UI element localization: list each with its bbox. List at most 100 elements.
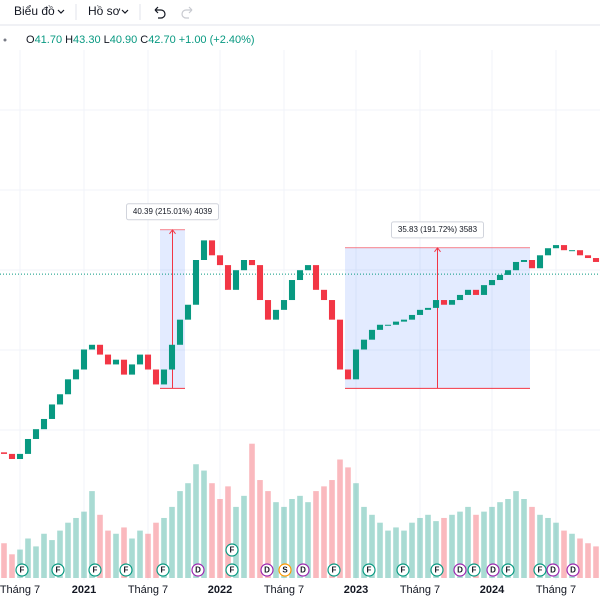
volume-bar	[553, 522, 559, 578]
candle-body	[312, 265, 320, 290]
redo-button[interactable]	[181, 6, 193, 19]
event-label: D	[570, 566, 576, 575]
candle-body	[272, 309, 280, 320]
undo-button[interactable]	[154, 6, 166, 19]
volume-bar	[497, 502, 503, 578]
volume-bar	[449, 514, 455, 578]
candle-body	[264, 300, 272, 320]
event-label: F	[367, 566, 372, 575]
volume-bar	[313, 491, 319, 578]
volume-bar	[329, 480, 335, 578]
volume-bar	[57, 530, 63, 578]
event-label: D	[195, 566, 201, 575]
candle-body	[216, 255, 224, 266]
candle-body	[344, 369, 352, 380]
volume-bar	[353, 483, 359, 578]
event-label: F	[506, 566, 511, 575]
volume-bar	[457, 511, 463, 578]
volume-bar	[33, 546, 39, 578]
volume-bar	[65, 522, 71, 578]
volume-bar	[337, 459, 343, 578]
candle-body	[232, 270, 240, 290]
candle-body	[304, 265, 312, 271]
candle-body	[40, 418, 48, 430]
candle-body	[112, 359, 120, 365]
volume-bar	[153, 522, 159, 578]
ohlc-change: +1.00 (+2.40%)	[179, 34, 255, 46]
candle-body	[528, 260, 536, 269]
event-marker	[15, 563, 29, 577]
ohlc-key: O	[26, 34, 35, 46]
volume-bar	[409, 522, 415, 578]
candle-body	[376, 324, 384, 330]
ohlc-header: O41.70 H43.30 L40.90 C42.70 +1.00 (+2.40%)	[26, 34, 255, 46]
candle-body	[80, 349, 88, 370]
candle-body	[424, 307, 432, 310]
volume-bar	[129, 538, 135, 578]
ohlc-key: H	[65, 34, 73, 46]
candle-body	[120, 359, 128, 375]
candle-body	[480, 285, 488, 295]
candle-body	[168, 344, 176, 370]
event-label: D	[490, 566, 496, 575]
candle-body	[160, 369, 168, 385]
volume-bar	[305, 502, 311, 578]
candle-body	[496, 274, 504, 281]
measure-label: 40.39 (215.01%) 4039	[133, 207, 213, 216]
event-marker	[396, 563, 410, 577]
volume-bar	[473, 514, 479, 578]
event-marker	[296, 563, 310, 577]
event-marker	[88, 563, 102, 577]
volume-bar	[241, 495, 247, 578]
volume-bar	[209, 483, 215, 578]
volume-bar	[121, 527, 127, 578]
chevron	[57, 9, 65, 14]
ohlc-value: 42.70	[148, 34, 176, 46]
ohlc-value: 41.70	[35, 34, 63, 46]
candle-body	[504, 270, 512, 275]
candle-body	[328, 300, 336, 320]
event-marker	[327, 563, 341, 577]
candle-body	[136, 354, 144, 365]
candle-body	[544, 248, 552, 256]
candle-body	[288, 280, 296, 301]
candle-body	[568, 250, 576, 252]
chart-menu[interactable]: Biểu đồ	[14, 4, 55, 18]
volume-bar	[569, 533, 575, 578]
x-tick-label: Tháng 7	[264, 584, 304, 596]
event-label: F	[93, 566, 98, 575]
measure-label-box	[126, 203, 219, 221]
candle-body	[256, 265, 264, 301]
volume-bar	[537, 514, 543, 578]
candle-body	[248, 260, 256, 266]
event-marker	[430, 563, 444, 577]
volume-bar	[113, 533, 119, 578]
candle-body	[416, 309, 424, 315]
volume-bar	[297, 495, 303, 578]
x-tick-label: Tháng 7	[0, 584, 40, 596]
volume-bar	[249, 443, 255, 578]
event-label: F	[230, 566, 235, 575]
volume-bar	[521, 499, 527, 578]
candle-body	[200, 240, 208, 260]
candle-body	[56, 394, 64, 405]
x-tick-label: Tháng 7	[536, 584, 576, 596]
event-marker	[51, 563, 65, 577]
volume-bar	[529, 506, 535, 578]
volume-bar	[177, 491, 183, 578]
toolbar: Biểu đồ Hồ sơ	[0, 4, 600, 26]
candle-body	[0, 452, 8, 454]
volume-bar	[185, 483, 191, 578]
candle-body	[432, 300, 440, 308]
event-label: F	[56, 566, 61, 575]
volume-bar	[257, 480, 263, 578]
candle-body	[104, 354, 112, 365]
event-label: F	[230, 546, 235, 555]
volume-bar	[321, 486, 327, 578]
x-tick-label: 2023	[344, 584, 368, 596]
candle-body	[184, 304, 192, 320]
profile-menu[interactable]: Hồ sơ	[88, 4, 121, 18]
event-marker	[467, 563, 481, 577]
volume-bar	[289, 499, 295, 578]
candle-body	[144, 354, 152, 370]
